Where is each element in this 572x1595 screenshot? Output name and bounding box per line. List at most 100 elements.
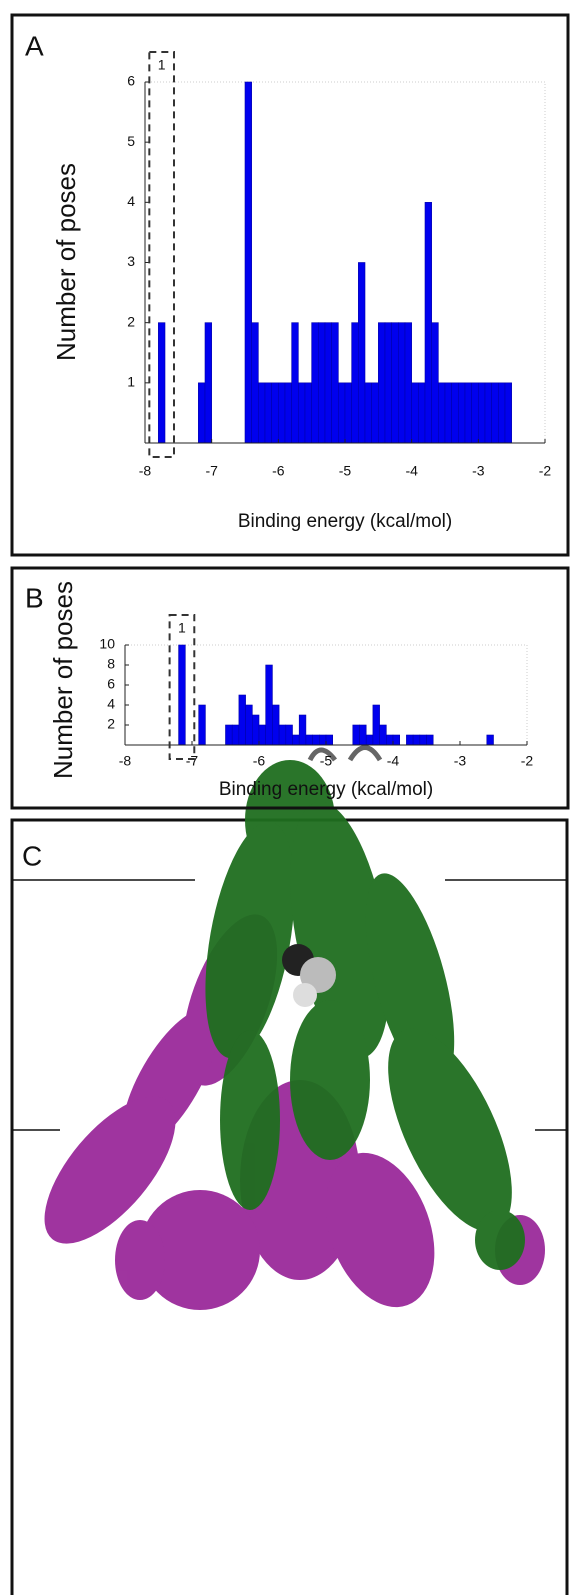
y-tick-label: 3: [127, 253, 135, 269]
bar: [204, 322, 212, 444]
bar: [158, 322, 166, 444]
bar: [258, 724, 266, 746]
panel-c: C: [10, 745, 569, 1595]
bar: [285, 724, 293, 746]
x-tick-label: -3: [472, 463, 485, 479]
y-tick-label: 10: [99, 636, 115, 652]
y-tick-label: 2: [107, 716, 115, 732]
bar: [451, 382, 459, 444]
bar: [244, 81, 252, 444]
bar: [406, 734, 414, 746]
bar: [258, 382, 266, 444]
bar: [438, 382, 446, 444]
bar: [284, 382, 292, 444]
bar: [478, 382, 486, 444]
bar: [359, 724, 367, 746]
x-tick-label: -6: [253, 753, 266, 769]
bar: [352, 724, 360, 746]
bar: [419, 734, 427, 746]
bar: [278, 724, 287, 746]
bar: [291, 322, 299, 444]
bar: [272, 704, 280, 746]
panel-frame: [10, 13, 570, 557]
bar: [304, 382, 312, 444]
y-tick-label: 6: [127, 73, 135, 89]
y-tick-label: 5: [127, 133, 135, 149]
y-tick-label: 6: [107, 676, 115, 692]
bar: [384, 322, 392, 444]
bar: [404, 322, 412, 444]
bar: [351, 322, 359, 444]
x-tick-label: -4: [405, 463, 418, 479]
bar: [392, 734, 400, 746]
panel-label: B: [25, 582, 44, 613]
x-tick-label: -4: [387, 753, 400, 769]
bar: [251, 322, 259, 444]
x-tick-label: -8: [139, 463, 152, 479]
bar: [484, 382, 492, 444]
bar: [418, 382, 426, 444]
loop: [307, 745, 383, 762]
bar: [411, 382, 419, 444]
bar: [265, 664, 273, 746]
x-tick-label: -5: [320, 753, 333, 769]
y-tick-label: 2: [127, 313, 135, 329]
bar: [311, 322, 319, 444]
bar: [198, 382, 206, 444]
bar: [344, 382, 352, 444]
y-axis-label: Number of poses: [51, 163, 81, 361]
annotation-box: [148, 51, 175, 458]
bar: [264, 382, 272, 444]
annotation: 1: [178, 620, 186, 636]
annotation: 1: [158, 57, 166, 73]
y-tick-label: 4: [107, 696, 115, 712]
bar: [379, 724, 387, 746]
bar: [318, 734, 327, 746]
bar: [245, 704, 253, 746]
bar: [424, 202, 432, 444]
bar: [385, 734, 394, 746]
protein-green: [205, 760, 525, 1270]
bar: [458, 382, 466, 444]
x-tick-label: -7: [186, 753, 199, 769]
bar: [312, 734, 320, 746]
bar: [444, 382, 452, 444]
bar: [378, 322, 386, 444]
bar: [398, 322, 406, 444]
bar: [364, 382, 372, 444]
bar: [358, 262, 366, 444]
bar: [426, 734, 434, 746]
panel-label: C: [22, 840, 42, 871]
bar: [238, 694, 246, 746]
ligand: [282, 944, 336, 1007]
panel: A Number of poses Binding energy (kcal/mol…: [10, 13, 570, 557]
bar: [412, 734, 421, 746]
bar: [371, 382, 379, 444]
bar: [298, 714, 307, 746]
bar: [491, 382, 499, 444]
x-tick-label: -2: [521, 753, 534, 769]
bar: [365, 734, 374, 746]
bar: [292, 734, 300, 746]
bar: [464, 382, 472, 444]
bar: [471, 382, 479, 444]
bar: [305, 734, 313, 746]
bar: [178, 644, 186, 746]
bar: [504, 382, 512, 444]
panel: B Number of poses Binding energy (kcal/mol…: [10, 566, 570, 810]
bar: [318, 322, 326, 444]
x-tick-label: -7: [205, 463, 218, 479]
bar: [498, 382, 506, 444]
bar: [252, 714, 260, 746]
bar: [431, 322, 439, 444]
bar: [278, 382, 286, 444]
bar: [324, 322, 332, 444]
bar: [338, 382, 346, 444]
x-tick-label: -6: [272, 463, 285, 479]
panel-frame: [10, 566, 570, 810]
x-tick-label: -5: [339, 463, 352, 479]
x-axis-label: Binding energy (kcal/mol): [219, 779, 433, 800]
y-tick-label: 1: [127, 374, 135, 390]
bar: [231, 724, 240, 746]
